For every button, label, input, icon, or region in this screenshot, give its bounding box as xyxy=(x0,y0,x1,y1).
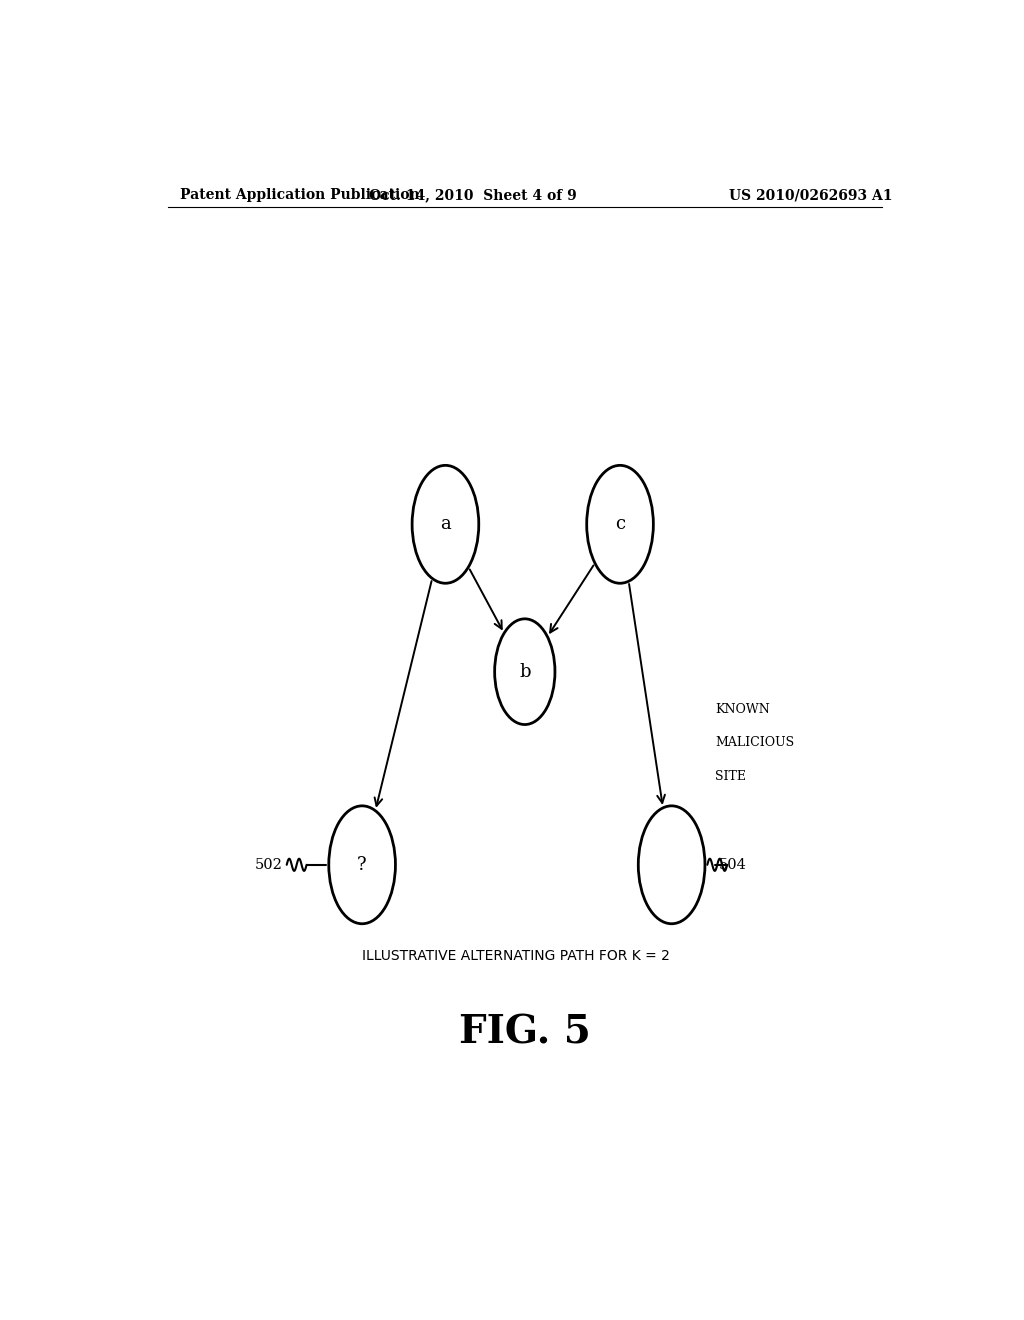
Text: MALICIOUS: MALICIOUS xyxy=(715,737,795,750)
Ellipse shape xyxy=(638,805,705,924)
Text: KNOWN: KNOWN xyxy=(715,702,770,715)
Text: US 2010/0262693 A1: US 2010/0262693 A1 xyxy=(729,189,892,202)
Ellipse shape xyxy=(412,466,479,583)
Text: Oct. 14, 2010  Sheet 4 of 9: Oct. 14, 2010 Sheet 4 of 9 xyxy=(370,189,578,202)
Text: a: a xyxy=(440,515,451,533)
Ellipse shape xyxy=(587,466,653,583)
Text: SITE: SITE xyxy=(715,770,746,783)
Text: FIG. 5: FIG. 5 xyxy=(459,1014,591,1052)
Ellipse shape xyxy=(495,619,555,725)
Text: b: b xyxy=(519,663,530,681)
Text: 504: 504 xyxy=(719,858,748,871)
Text: c: c xyxy=(615,515,625,533)
Text: 502: 502 xyxy=(255,858,283,871)
Text: ?: ? xyxy=(357,855,367,874)
Text: ILLUSTRATIVE ALTERNATING PATH FOR K = 2: ILLUSTRATIVE ALTERNATING PATH FOR K = 2 xyxy=(362,949,670,964)
Text: Patent Application Publication: Patent Application Publication xyxy=(179,189,419,202)
Ellipse shape xyxy=(329,805,395,924)
